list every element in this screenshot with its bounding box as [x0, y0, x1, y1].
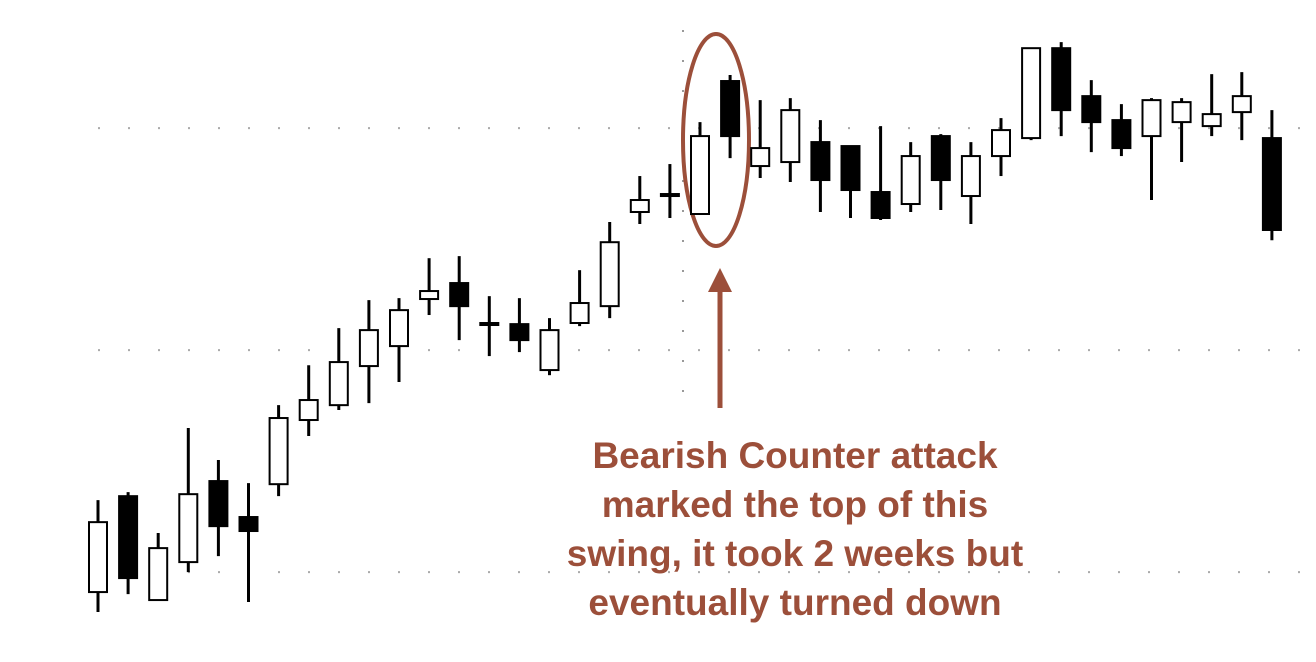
candle-body: [750, 147, 771, 168]
candle-body: [930, 135, 951, 182]
candle-body: [629, 199, 650, 214]
candle-body: [268, 417, 289, 486]
candle-body: [1081, 95, 1102, 124]
candle-body: [1021, 47, 1042, 140]
candle-body: [960, 155, 981, 198]
candle-body: [118, 495, 139, 580]
candle-body: [358, 329, 379, 368]
candle-body: [1261, 137, 1282, 231]
candle-body: [178, 493, 199, 564]
annotation-line: swing, it took 2 weeks but: [567, 533, 1023, 574]
highlight-ellipse: [681, 32, 751, 248]
candle-body: [1171, 101, 1192, 124]
annotation: Bearish Counter attack marked the top of …: [567, 435, 1023, 623]
candle-body: [720, 80, 741, 138]
candle-body: [328, 361, 349, 407]
candle-body: [659, 193, 680, 198]
candle-body: [690, 135, 710, 216]
annotation-line: marked the top of this: [602, 484, 988, 525]
candle-body: [298, 399, 319, 422]
candle-body: [88, 521, 108, 594]
candle-body: [238, 516, 259, 533]
candle-body: [900, 155, 921, 206]
candle-body: [780, 109, 801, 164]
candle-body: [599, 241, 620, 308]
candle-body: [991, 129, 1011, 158]
candle-body: [479, 322, 500, 327]
candle-body: [1201, 113, 1222, 128]
candle-body: [1051, 47, 1072, 112]
candle-body: [449, 282, 470, 308]
candle-body: [810, 141, 831, 182]
candle-body: [1111, 119, 1132, 150]
candle-body: [419, 290, 440, 301]
candle-body: [389, 309, 409, 348]
candle-body: [1231, 95, 1252, 114]
candle-body: [870, 191, 891, 220]
annotation-line: Bearish Counter attack: [592, 435, 997, 476]
candle-body: [148, 547, 169, 602]
candle-body: [569, 302, 590, 325]
candle-body: [840, 145, 861, 192]
candle-body: [539, 329, 560, 372]
arrow-head: [708, 268, 732, 292]
candle-body: [1141, 99, 1162, 138]
annotation-line: eventually turned down: [588, 582, 1001, 623]
candle-body: [509, 323, 530, 342]
candle-body: [208, 480, 229, 528]
